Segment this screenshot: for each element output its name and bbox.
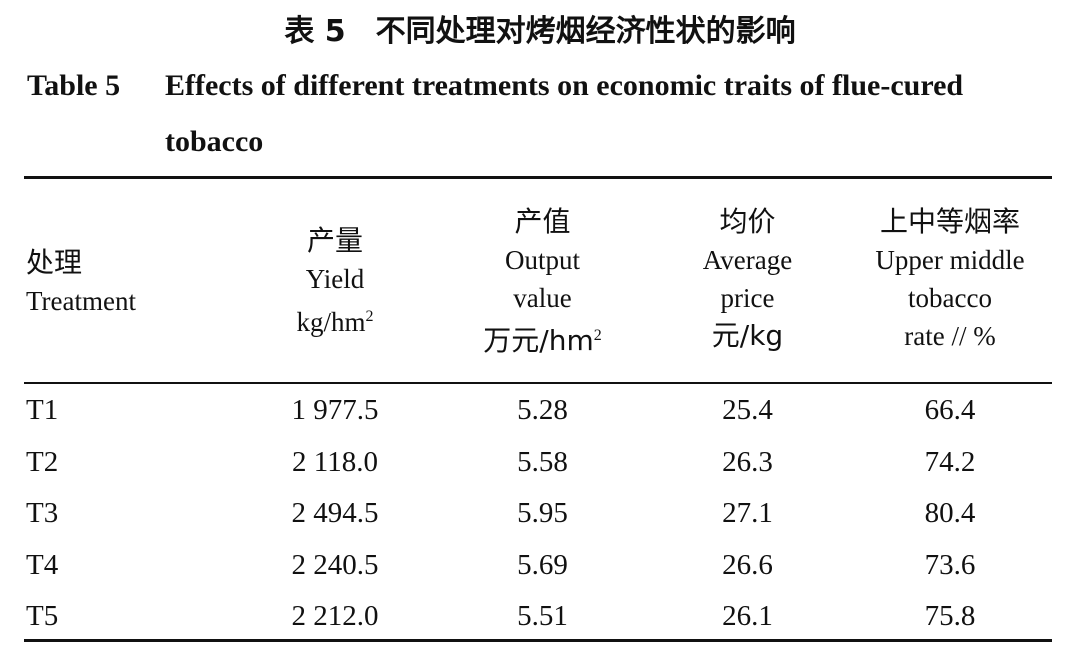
header-treatment-cn: 处理 (26, 246, 83, 279)
header-upper-middle-rate-en-2: tobacco (908, 283, 992, 313)
table-number-en: Table 5 (27, 69, 121, 102)
table-number-cn: 表 5 (284, 14, 346, 49)
cell-upper-middle-rate: 75.8 (924, 600, 976, 632)
cell-yield: 2 212.0 (291, 600, 379, 632)
header-output-value-unit: 万元/hm2 (483, 324, 602, 357)
table-title-cn: 表 5 不同处理对烤烟经济性状的影响 (0, 6, 1080, 50)
cell-upper-middle-rate: 73.6 (924, 549, 976, 581)
cell-output-value: 5.95 (517, 497, 568, 529)
table-bottom-rule (24, 639, 1052, 642)
header-upper-middle-rate-cn: 上中等烟率 (879, 205, 1020, 238)
table-top-rule (24, 176, 1052, 179)
cell-output-value: 5.51 (517, 600, 568, 632)
header-average-price-unit: 元/kg (711, 319, 784, 352)
cell-upper-middle-rate: 74.2 (924, 446, 976, 478)
header-average-price: 均价 Average price 元/kg (645, 203, 850, 355)
cell-average-price: 27.1 (722, 497, 773, 529)
cell-treatment: T5 (26, 600, 59, 632)
table-caption-en: Effects of different treatments on econo… (165, 69, 964, 158)
header-upper-middle-rate-en-3: rate // % (904, 321, 996, 351)
header-yield-unit: kg/hm2 (296, 307, 374, 337)
table-caption-cn: 不同处理对烤烟经济性状的影响 (375, 14, 796, 49)
cell-treatment: T2 (26, 446, 59, 478)
header-upper-middle-rate-en-1: Upper middle (875, 245, 1025, 275)
cell-yield: 1 977.5 (291, 394, 379, 426)
header-yield: 产量 Yield kg/hm2 (230, 222, 440, 341)
cell-upper-middle-rate: 66.4 (924, 394, 976, 426)
cell-yield: 2 118.0 (292, 446, 378, 478)
header-average-price-en-1: Average (702, 245, 793, 275)
cell-yield: 2 240.5 (291, 549, 379, 581)
header-output-value-en-1: Output (504, 245, 580, 275)
header-yield-cn: 产量 (306, 224, 363, 257)
header-average-price-en-2: price (720, 283, 775, 313)
cell-average-price: 26.3 (722, 446, 773, 478)
table-title-en: Table 5 Effects of different treatments … (27, 58, 1057, 170)
table-header-rule (24, 382, 1052, 384)
header-treatment-en: Treatment (26, 286, 136, 316)
header-treatment: 处理 Treatment (26, 244, 136, 320)
cell-treatment: T4 (26, 549, 59, 581)
cell-output-value: 5.58 (517, 446, 568, 478)
header-output-value-en-2: value (513, 283, 572, 313)
cell-output-value: 5.28 (517, 394, 568, 426)
header-average-price-cn: 均价 (719, 205, 776, 238)
cell-upper-middle-rate: 80.4 (924, 497, 976, 529)
cell-treatment: T3 (26, 497, 59, 529)
header-upper-middle-rate: 上中等烟率 Upper middle tobacco rate // % (850, 203, 1050, 355)
header-yield-en: Yield (305, 264, 365, 294)
header-output-value-cn: 产值 (514, 205, 571, 238)
cell-treatment: T1 (26, 394, 59, 426)
cell-average-price: 26.6 (722, 549, 773, 581)
header-output-value: 产值 Output value 万元/hm2 (440, 203, 645, 360)
cell-average-price: 26.1 (722, 600, 773, 632)
cell-output-value: 5.69 (517, 549, 568, 581)
cell-average-price: 25.4 (722, 394, 773, 426)
cell-yield: 2 494.5 (291, 497, 379, 529)
